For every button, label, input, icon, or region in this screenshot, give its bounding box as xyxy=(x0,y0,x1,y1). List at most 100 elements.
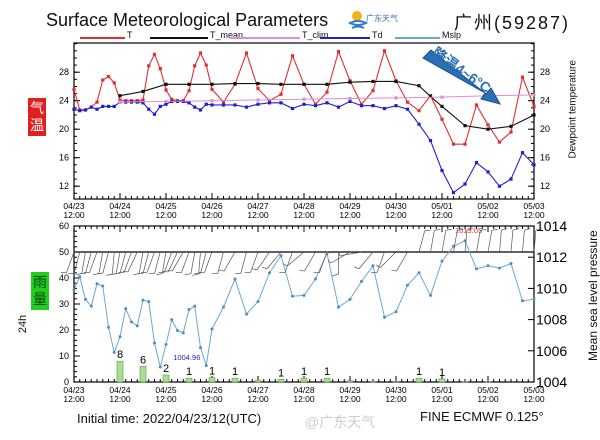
point-td xyxy=(256,102,260,106)
point-t_mean xyxy=(371,79,375,84)
cooling-arrow-icon xyxy=(422,49,502,105)
wind-barb-staff xyxy=(89,251,98,273)
x-tick-time: 12:00 xyxy=(523,210,545,220)
wind-barb-icon xyxy=(92,251,104,275)
precip-label: 1 xyxy=(301,366,307,378)
wind-barb-icon xyxy=(234,251,247,275)
wind-barb-icon xyxy=(60,251,75,274)
precip-label: 1 xyxy=(232,366,238,378)
point-mslp xyxy=(429,293,432,297)
precip-bar xyxy=(208,377,216,383)
precip-bar xyxy=(185,377,193,383)
point-td xyxy=(382,106,387,111)
point-mslp xyxy=(78,275,82,279)
wind-barb-icon xyxy=(192,251,201,276)
x-tick-time: 12:00 xyxy=(523,394,545,404)
wind-barb-icon xyxy=(156,251,167,275)
wind-barb-icon xyxy=(137,251,150,275)
point-t xyxy=(187,89,191,93)
x-tick-date: 05/01 xyxy=(431,385,453,395)
point-td xyxy=(101,104,105,108)
wind-barb-icon xyxy=(499,228,508,253)
wind-barb-icon xyxy=(166,251,184,272)
precip-bar xyxy=(392,381,400,383)
logo-text: 广东天气 xyxy=(366,14,398,23)
wind-barb-icon xyxy=(251,251,270,271)
point-t_clim xyxy=(440,95,444,99)
point-mslp xyxy=(204,364,208,368)
mslp-tick-label: 1012 xyxy=(536,249,567,265)
point-t_mean xyxy=(164,82,168,86)
mslp-tick-label: 1014 xyxy=(536,218,567,234)
wind-barb-icon xyxy=(162,251,178,273)
precip-label: 1 xyxy=(209,366,215,378)
point-td xyxy=(279,101,283,105)
wind-barb-staff xyxy=(376,251,385,273)
wind-barb-staff xyxy=(146,251,155,273)
wind-barb-staff xyxy=(138,251,144,274)
point-mslp xyxy=(84,297,87,301)
mslp-max-label: 1013.05 xyxy=(455,226,482,235)
point-mslp xyxy=(498,266,501,270)
x-tick-time: 12:00 xyxy=(201,394,223,404)
wind-barb-feather xyxy=(524,228,531,231)
point-mslp xyxy=(118,335,122,339)
legend-line-t_clim xyxy=(230,37,300,39)
x-tick-date: 04/23 xyxy=(63,385,85,395)
precip-bar xyxy=(300,377,308,383)
x-tick-date: 04/23 xyxy=(63,201,85,211)
x-tick-date: 04/30 xyxy=(385,201,407,211)
point-t xyxy=(405,100,410,104)
point-t xyxy=(147,64,151,68)
precip-bar xyxy=(415,377,423,383)
point-t xyxy=(417,109,421,113)
legend-line-td xyxy=(320,37,370,39)
wind-barb-staff xyxy=(330,251,351,264)
precip-label: 6 xyxy=(140,354,146,366)
point-t xyxy=(204,63,208,67)
point-td xyxy=(72,107,76,111)
point-t_clim xyxy=(210,99,214,103)
x-tick-time: 12:00 xyxy=(201,210,223,220)
point-td xyxy=(532,163,536,167)
point-td xyxy=(147,107,151,111)
wind-barb-staff xyxy=(266,251,282,270)
y-tick-label: 20 xyxy=(59,124,69,134)
wind-barb-staff xyxy=(240,251,247,274)
point-td xyxy=(325,101,329,105)
legend-label-t: T xyxy=(127,30,133,40)
point-mslp xyxy=(302,293,306,297)
x-tick-date: 05/03 xyxy=(523,385,545,395)
point-mslp xyxy=(89,304,93,308)
point-t xyxy=(256,86,260,91)
wind-barb-staff xyxy=(204,251,213,273)
point-mslp xyxy=(383,315,386,319)
wind-barb-icon xyxy=(68,251,81,275)
y-tick-label-right: 20 xyxy=(540,124,550,134)
point-td xyxy=(371,104,375,108)
point-t xyxy=(112,81,116,85)
point-mslp xyxy=(532,297,536,301)
point-td xyxy=(106,104,111,108)
x-tick-time: 12:00 xyxy=(431,394,453,404)
point-t xyxy=(106,74,111,79)
mslp-tick-label: 1008 xyxy=(536,312,567,328)
wind-barb-feather xyxy=(535,228,542,231)
point-t xyxy=(520,75,525,79)
wind-barb-icon xyxy=(487,229,498,253)
wind-barb-staff xyxy=(487,230,493,253)
x-tick-time: 12:00 xyxy=(247,210,269,220)
point-t xyxy=(198,51,203,55)
point-mslp xyxy=(199,346,202,350)
precip-tick-label: 40 xyxy=(59,273,69,283)
point-mslp xyxy=(256,300,260,304)
x-tick-time: 12:00 xyxy=(385,394,407,404)
wind-barb-feather xyxy=(283,263,288,267)
x-tick-time: 12:00 xyxy=(109,210,131,220)
point-t_mean xyxy=(325,82,329,86)
series-line-t_clim xyxy=(119,94,535,103)
point-t_clim xyxy=(164,99,168,104)
point-t_mean xyxy=(463,124,467,128)
model-name: FINE ECMWF 0.125° xyxy=(420,409,544,424)
